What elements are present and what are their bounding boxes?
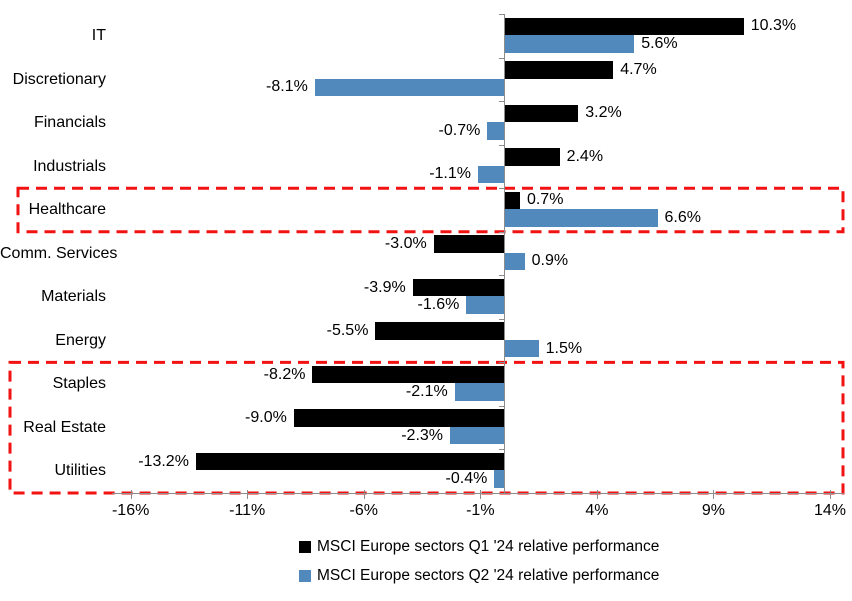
value-label: -0.4% [445,470,488,488]
x-axis-tick [130,490,132,499]
x-tick-label: -1% [466,502,495,519]
y-axis-tick [498,275,504,277]
q1-bar [375,322,504,340]
y-axis-tick [498,14,504,15]
q2-bar [314,78,504,97]
x-tick-label: 14% [813,502,847,519]
legend-item-q2: MSCI Europe sectors Q2 '24 relative perf… [299,566,659,586]
value-label: 4.7% [620,60,657,78]
q2-bar [503,209,658,227]
value-label: 0.7% [526,191,564,209]
x-axis-tick [247,490,249,499]
legend-label-q2: MSCI Europe sectors Q2 '24 relative perf… [317,567,660,584]
y-axis-tick [498,144,504,146]
q1-bar [195,452,504,471]
x-tick-label: 4% [585,502,609,519]
q2-bar [450,426,504,445]
value-label: 0.9% [531,252,569,270]
legend-swatch-q1-icon [299,541,311,553]
value-label: -3.9% [363,278,406,296]
x-tick-label: -6% [349,502,378,519]
value-label: -0.7% [438,121,481,139]
q1-bar [503,17,744,35]
x-tick-label: 9% [701,502,725,519]
value-label: -13.2% [138,452,189,470]
value-label: -5.5% [326,322,369,340]
category-label: Healthcare [28,201,106,219]
value-label: 5.6% [641,34,678,52]
chart-legend: MSCI Europe sectors Q1 '24 relative perf… [299,537,659,595]
y-axis-tick [498,57,504,59]
q2-bar [503,339,539,358]
category-label: Industrials [33,157,106,175]
category-label: Materials [41,288,106,306]
x-axis-tick [713,490,715,499]
x-axis-tick [830,490,831,499]
category-label: Discretionary [12,70,106,88]
legend-swatch-q2-icon [299,570,311,582]
y-axis-line [503,14,505,493]
y-axis-tick [498,101,504,103]
highlight-rect [16,186,845,234]
value-label: -2.1% [405,383,448,401]
legend-item-q1: MSCI Europe sectors Q1 '24 relative perf… [299,537,659,557]
value-label: -8.1% [266,78,308,96]
legend-label-q1: MSCI Europe sectors Q1 '24 relative perf… [317,538,660,555]
category-label: Utilities [54,462,106,480]
x-axis-line [112,493,844,494]
value-label: -9.0% [245,409,287,427]
y-axis-tick [498,405,504,407]
q2-bar [454,383,504,401]
category-label: Comm. Services [0,244,118,262]
q2-bar [487,122,504,140]
y-axis-tick [498,449,504,451]
category-label: IT [91,27,106,44]
x-axis-tick [596,490,598,499]
value-label: -2.3% [401,426,444,444]
q1-bar [503,148,560,166]
q1-bar [293,409,504,427]
category-label: Real Estate [23,418,106,436]
q1-bar [503,61,614,79]
x-tick-label: -11% [229,502,266,519]
q2-bar [503,35,635,53]
value-label: 10.3% [750,17,797,35]
category-label: Staples [52,375,106,393]
x-tick-label: -16% [111,502,150,519]
y-axis-tick [498,362,504,364]
q1-bar [312,365,504,384]
value-label: -1.6% [417,296,460,314]
q2-bar [494,470,504,488]
x-axis-tick [363,490,365,499]
q2-bar [478,165,504,184]
category-label: Financials [33,114,106,132]
value-label: 6.6% [664,208,701,226]
q2-bar [503,252,525,271]
value-label: 2.4% [566,147,604,165]
q1-bar [433,235,504,253]
value-label: 3.2% [585,104,622,122]
value-label: -1.1% [429,165,471,183]
category-label: Energy [55,331,106,349]
q2-bar [466,296,504,314]
y-axis-tick [498,231,504,233]
value-label: -8.2% [263,365,306,383]
q1-bar [503,104,579,123]
value-label: -3.0% [384,234,427,252]
y-axis-tick [498,318,504,320]
y-axis-tick [498,188,504,190]
x-axis-tick [480,490,482,499]
q1-bar [503,191,520,210]
value-label: 1.5% [545,339,583,357]
q1-bar [412,278,504,297]
